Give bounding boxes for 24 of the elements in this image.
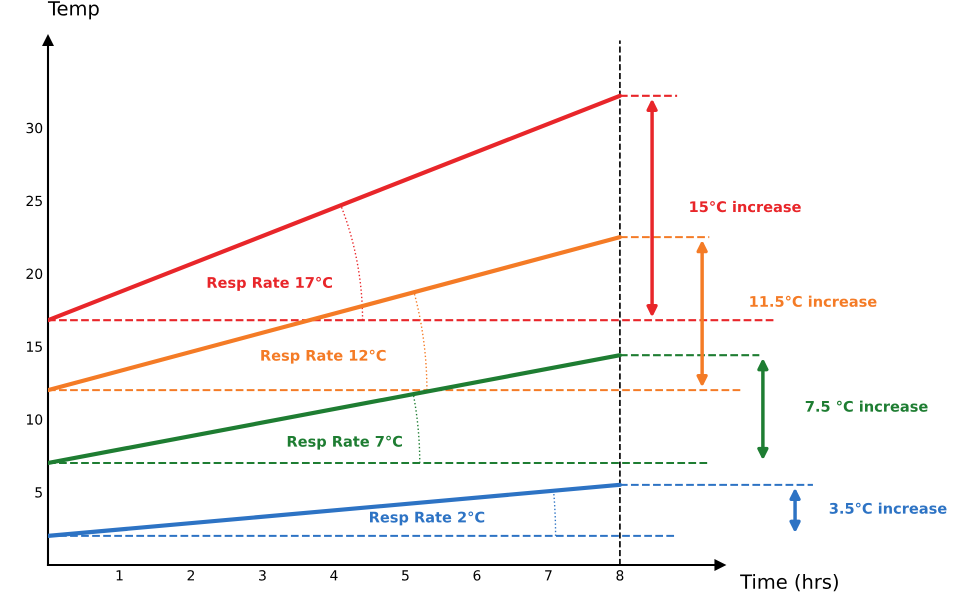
x-tick-label: 4	[330, 570, 338, 580]
y-tick-label: 20	[26, 268, 42, 280]
y-tick-label: 30	[26, 122, 42, 134]
x-tick-label: 1	[116, 570, 123, 580]
annotation: Resp Rate 2°C	[370, 511, 484, 526]
x-axis-title: Time (hrs)	[740, 574, 838, 592]
x-tick-label: 3	[259, 570, 266, 581]
y-tick-label: 25	[26, 196, 42, 206]
y-axis-title: Temp	[48, 1, 99, 20]
x-tick-label: 7	[545, 570, 552, 580]
text: 11.5°C increase	[750, 296, 877, 307]
x-tick-label: 2	[188, 570, 194, 580]
x-tick-label: 6	[473, 570, 480, 581]
annotation: 15°C increase	[690, 200, 801, 212]
text: 7.5 °C increase	[806, 400, 928, 412]
y-tick-label: 15	[26, 342, 42, 352]
x-tick-label: 8	[616, 570, 624, 581]
text: 3.5°C increase	[830, 502, 947, 514]
annotation: Resp Rate 17°C	[208, 276, 332, 291]
annotation: Resp Rate 7°C	[288, 436, 402, 450]
x-tick-label: 5	[402, 570, 409, 581]
annotation: Resp Rate 12°C	[261, 350, 386, 364]
y-tick-label: 5	[35, 487, 42, 498]
y-tick-label: 10	[26, 414, 42, 425]
